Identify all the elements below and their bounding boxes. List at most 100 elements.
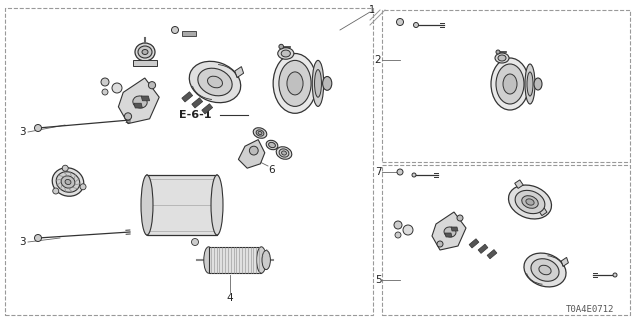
Ellipse shape bbox=[527, 72, 533, 96]
Ellipse shape bbox=[281, 50, 291, 57]
Circle shape bbox=[496, 50, 500, 54]
Bar bbox=[5, 8, 373, 315]
Bar bbox=[133, 60, 157, 66]
Polygon shape bbox=[561, 257, 568, 266]
Bar bbox=[182, 31, 196, 36]
Polygon shape bbox=[192, 98, 203, 108]
Text: 3: 3 bbox=[19, 237, 26, 247]
Polygon shape bbox=[538, 207, 547, 216]
Polygon shape bbox=[469, 239, 479, 248]
Ellipse shape bbox=[198, 68, 232, 96]
Circle shape bbox=[437, 241, 443, 247]
Circle shape bbox=[279, 44, 284, 49]
Ellipse shape bbox=[495, 53, 509, 63]
Ellipse shape bbox=[65, 180, 71, 185]
Text: 1: 1 bbox=[369, 5, 375, 15]
Text: 2: 2 bbox=[374, 55, 381, 65]
Circle shape bbox=[395, 232, 401, 238]
Ellipse shape bbox=[135, 43, 155, 61]
Polygon shape bbox=[451, 227, 458, 231]
Ellipse shape bbox=[323, 76, 332, 90]
Circle shape bbox=[412, 173, 416, 177]
Ellipse shape bbox=[534, 78, 542, 90]
Ellipse shape bbox=[257, 247, 266, 273]
Circle shape bbox=[403, 225, 413, 235]
Circle shape bbox=[35, 235, 42, 242]
Ellipse shape bbox=[314, 69, 321, 97]
Ellipse shape bbox=[524, 253, 566, 287]
Ellipse shape bbox=[444, 227, 456, 237]
Ellipse shape bbox=[279, 60, 311, 106]
Circle shape bbox=[397, 19, 403, 26]
Ellipse shape bbox=[204, 247, 213, 273]
Ellipse shape bbox=[52, 168, 84, 196]
Ellipse shape bbox=[256, 130, 264, 136]
Ellipse shape bbox=[526, 199, 534, 205]
Text: T0A4E0712: T0A4E0712 bbox=[566, 306, 614, 315]
Polygon shape bbox=[432, 212, 466, 250]
Text: 5: 5 bbox=[374, 275, 381, 285]
Ellipse shape bbox=[141, 175, 153, 235]
Polygon shape bbox=[445, 233, 452, 237]
Circle shape bbox=[52, 188, 59, 194]
Bar bbox=[147, 175, 217, 235]
Polygon shape bbox=[134, 103, 143, 108]
Polygon shape bbox=[141, 96, 150, 101]
Circle shape bbox=[35, 124, 42, 132]
Ellipse shape bbox=[189, 61, 241, 103]
Circle shape bbox=[101, 78, 109, 86]
Bar bbox=[382, 10, 630, 162]
Ellipse shape bbox=[253, 128, 267, 138]
Ellipse shape bbox=[273, 53, 317, 113]
Ellipse shape bbox=[211, 175, 223, 235]
Ellipse shape bbox=[207, 76, 223, 88]
Ellipse shape bbox=[282, 151, 287, 155]
Ellipse shape bbox=[276, 147, 292, 159]
Ellipse shape bbox=[56, 172, 80, 192]
Polygon shape bbox=[118, 78, 159, 124]
Ellipse shape bbox=[61, 176, 75, 188]
Bar bbox=[382, 165, 630, 315]
Circle shape bbox=[397, 169, 403, 175]
Ellipse shape bbox=[279, 149, 289, 157]
Circle shape bbox=[80, 184, 86, 190]
Polygon shape bbox=[182, 92, 193, 102]
Polygon shape bbox=[235, 67, 244, 77]
Ellipse shape bbox=[138, 46, 152, 58]
Text: 3: 3 bbox=[19, 127, 26, 137]
Polygon shape bbox=[239, 140, 265, 168]
Text: E-6-1: E-6-1 bbox=[179, 110, 211, 120]
Ellipse shape bbox=[503, 74, 517, 94]
Polygon shape bbox=[487, 250, 497, 259]
Ellipse shape bbox=[278, 48, 294, 59]
Ellipse shape bbox=[143, 175, 151, 235]
Circle shape bbox=[112, 83, 122, 93]
Circle shape bbox=[148, 82, 156, 89]
Ellipse shape bbox=[539, 265, 551, 275]
Ellipse shape bbox=[262, 250, 270, 269]
Ellipse shape bbox=[525, 64, 535, 104]
Ellipse shape bbox=[269, 142, 275, 148]
Circle shape bbox=[124, 113, 132, 120]
Polygon shape bbox=[478, 244, 488, 253]
Circle shape bbox=[613, 273, 617, 277]
Circle shape bbox=[62, 165, 68, 171]
Polygon shape bbox=[202, 104, 212, 114]
Ellipse shape bbox=[258, 132, 262, 135]
Ellipse shape bbox=[496, 64, 524, 104]
Circle shape bbox=[394, 221, 402, 229]
Text: 7: 7 bbox=[374, 167, 381, 177]
Circle shape bbox=[250, 146, 258, 155]
Ellipse shape bbox=[531, 259, 559, 281]
Polygon shape bbox=[515, 180, 524, 188]
Circle shape bbox=[413, 22, 419, 28]
Circle shape bbox=[102, 89, 108, 95]
Ellipse shape bbox=[491, 58, 529, 110]
Circle shape bbox=[457, 215, 463, 221]
Ellipse shape bbox=[522, 196, 538, 208]
Text: 4: 4 bbox=[227, 293, 234, 303]
Ellipse shape bbox=[266, 140, 278, 150]
Text: 6: 6 bbox=[269, 165, 275, 175]
Bar bbox=[209, 247, 261, 273]
Circle shape bbox=[191, 238, 198, 245]
